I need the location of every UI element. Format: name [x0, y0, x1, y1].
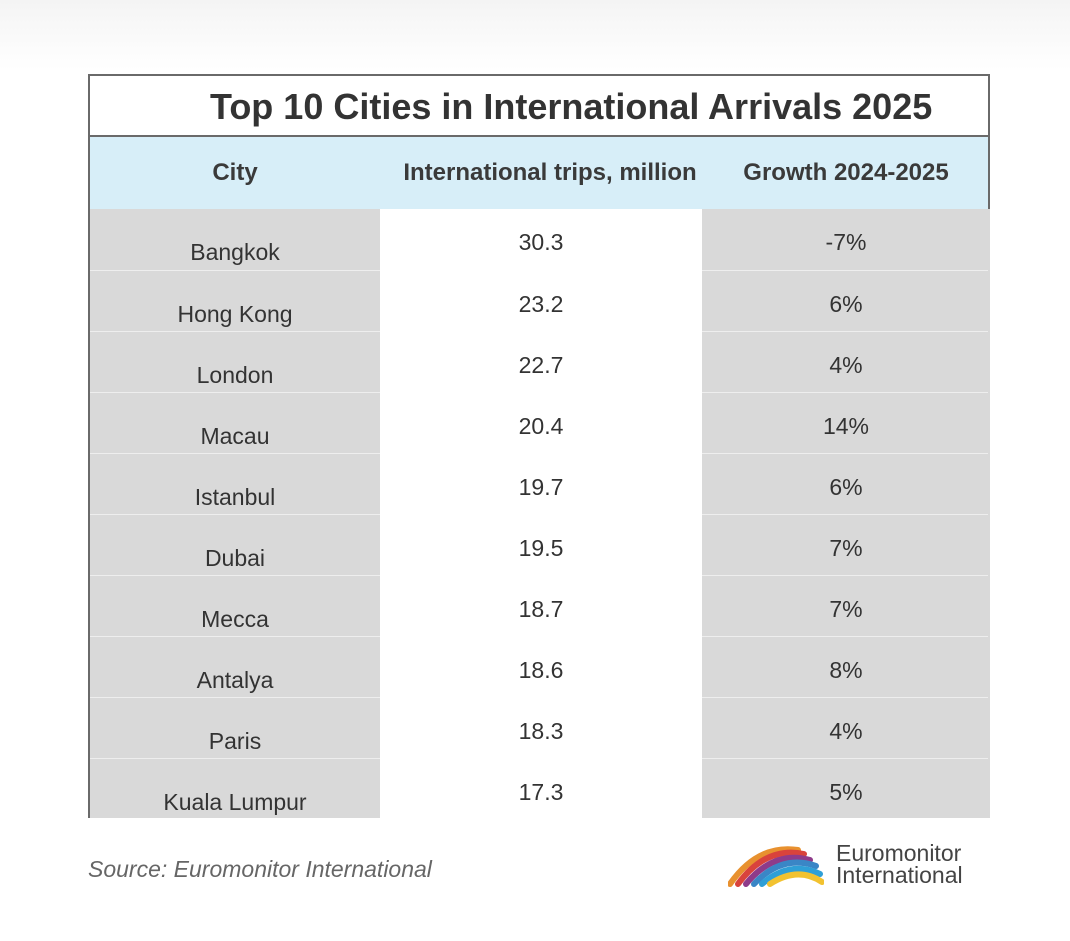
- table-row: Dubai 19.5 7%: [90, 514, 988, 576]
- trips-cell: 17.3: [518, 779, 564, 805]
- growth-cell: 5%: [829, 779, 863, 805]
- city-column-bg: [90, 209, 380, 818]
- source-note: Source: Euromonitor International: [88, 856, 432, 882]
- growth-cell: -7%: [825, 229, 867, 255]
- trips-cell: 18.3: [518, 718, 564, 744]
- city-cell: Dubai: [204, 545, 266, 571]
- logo-arc: [751, 859, 819, 887]
- growth-cell: 7%: [829, 596, 863, 622]
- logo-arc: [735, 849, 807, 887]
- city-cell: Antalya: [196, 667, 274, 693]
- header-city: City: [212, 159, 258, 186]
- brand-line-2: International: [836, 862, 963, 888]
- trips-cell: 19.7: [518, 474, 564, 500]
- trips-cell: 20.4: [518, 413, 564, 439]
- growth-cell: 4%: [829, 352, 863, 378]
- table-row: London 22.7 4%: [90, 331, 988, 393]
- table-title: Top 10 Cities in International Arrivals …: [90, 76, 988, 137]
- city-cell: Istanbul: [194, 484, 276, 510]
- logo-arc: [743, 854, 813, 887]
- city-cell: London: [196, 362, 274, 388]
- growth-cell: 8%: [829, 657, 863, 683]
- trips-cell: 22.7: [518, 352, 564, 378]
- logo-arcs: [728, 846, 824, 887]
- trips-cell: 19.5: [518, 535, 564, 561]
- trips-cell: 18.6: [518, 657, 564, 683]
- table-row: Antalya 18.6 8%: [90, 636, 988, 698]
- logo-arc: [767, 871, 824, 887]
- trips-cell: 23.2: [518, 291, 564, 317]
- city-cell: Hong Kong: [177, 301, 293, 327]
- city-cell: Paris: [208, 728, 262, 754]
- growth-cell: 6%: [829, 291, 863, 317]
- table-body: Bangkok 30.3 -7% Hong Kong 23.2 6% London 22.7 4…: [90, 209, 990, 820]
- arrivals-table: Top 10 Cities in International Arrivals …: [88, 74, 990, 818]
- city-cell: Kuala Lumpur: [163, 789, 307, 815]
- growth-cell: 4%: [829, 718, 863, 744]
- trips-cell: 30.3: [518, 229, 564, 255]
- brand-line-1: Euromonitor: [836, 840, 962, 866]
- table-row: Hong Kong 23.2 6%: [90, 270, 988, 332]
- euromonitor-logo-icon: [728, 846, 824, 887]
- brand-name: Euromonitor International: [836, 840, 963, 888]
- growth-cell: 14%: [822, 413, 870, 439]
- header-trips: International trips, million: [403, 159, 697, 186]
- header-growth: Growth 2024-2025: [743, 159, 949, 186]
- table-row: Kuala Lumpur 17.3 5%: [90, 758, 988, 820]
- table-row: Paris 18.3 4%: [90, 697, 988, 759]
- city-cell: Mecca: [201, 606, 269, 632]
- table-row: Mecca 18.7 7%: [90, 575, 988, 637]
- logo-arc: [759, 865, 823, 887]
- growth-cell: 7%: [829, 535, 863, 561]
- table-row: Macau 20.4 14%: [90, 392, 988, 454]
- city-cell: Bangkok: [190, 239, 280, 265]
- table-row: Bangkok 30.3 -7%: [90, 209, 988, 270]
- trips-column-bg: [380, 209, 702, 818]
- header-row: City International trips, million Growth…: [90, 137, 988, 209]
- trips-cell: 18.7: [518, 596, 564, 622]
- table-row: Istanbul 19.7 6%: [90, 453, 988, 515]
- logo-arc: [728, 846, 801, 887]
- city-cell: Macau: [200, 423, 270, 449]
- growth-cell: 6%: [829, 474, 863, 500]
- growth-column-bg: [702, 209, 990, 818]
